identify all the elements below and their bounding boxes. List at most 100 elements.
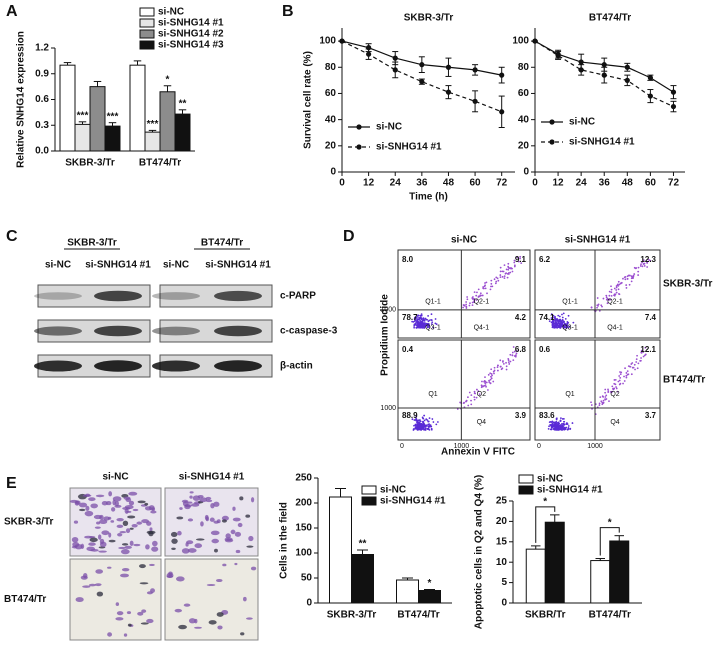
event-dot: [640, 357, 642, 359]
event-dot: [469, 302, 471, 305]
event-dot: [412, 320, 415, 323]
gate-label: Q1-1: [425, 299, 441, 306]
cell: [240, 632, 245, 636]
event-dot: [630, 277, 633, 280]
event-dot: [555, 424, 558, 427]
event-dot: [642, 355, 645, 358]
error-bar: [614, 535, 624, 541]
event-dot: [552, 325, 555, 328]
cell: [95, 494, 105, 498]
quadrant-value: 0.6: [539, 345, 551, 354]
event-dot: [431, 321, 434, 324]
event-dot: [598, 309, 601, 312]
cell: [99, 541, 107, 548]
cell: [94, 583, 102, 587]
cell: [108, 532, 112, 538]
significance-label: *: [543, 497, 547, 508]
column-header: si-SNHG14 #1: [565, 235, 631, 246]
x-tick-label: BT474/Tr: [589, 610, 631, 621]
event-dot: [426, 326, 429, 329]
x-tick-label: SKBR/Tr: [525, 610, 566, 621]
cell: [126, 611, 132, 615]
column-header: si-NC: [451, 235, 477, 246]
cell: [88, 583, 97, 587]
event-dot: [427, 320, 430, 323]
event-dot: [475, 294, 478, 297]
event-dot: [427, 315, 430, 317]
significance-bracket: [535, 506, 556, 543]
event-dot: [484, 382, 487, 385]
cell: [84, 510, 94, 517]
cell: [215, 578, 223, 583]
cell: [213, 520, 219, 524]
event-dot: [423, 323, 426, 326]
event-dot: [625, 287, 628, 289]
cell: [181, 548, 190, 554]
legend-label: si-SNHG14 #1: [380, 496, 446, 507]
cell: [221, 519, 227, 523]
event-dot: [563, 420, 566, 423]
event-dot: [553, 427, 556, 430]
event-dot: [489, 382, 492, 385]
event-dot: [499, 270, 502, 273]
event-dot: [548, 421, 551, 424]
event-dot: [462, 402, 465, 405]
event-dot: [615, 387, 618, 390]
event-dot: [435, 323, 438, 326]
error-bar: [402, 577, 413, 580]
cell: [150, 510, 157, 514]
column-header: si-NC: [102, 472, 128, 483]
event-dot: [554, 318, 557, 320]
event-dot: [614, 293, 617, 296]
event-dot: [617, 280, 620, 283]
legend-swatch: [139, 18, 155, 28]
event-dot: [605, 298, 608, 301]
cell: [177, 530, 182, 536]
event-dot: [424, 424, 427, 427]
point: [445, 89, 452, 95]
event-dot: [426, 419, 429, 422]
event-dot: [484, 282, 486, 284]
event-dot: [590, 404, 593, 406]
y-tick-label: 100: [295, 548, 312, 559]
cell: [184, 504, 191, 510]
event-dot: [559, 424, 562, 427]
cell: [107, 632, 113, 637]
y-tick-label: 25: [496, 496, 508, 507]
event-dot: [513, 264, 516, 267]
event-dot: [430, 319, 433, 322]
event-dot: [476, 388, 478, 391]
event-dot: [430, 425, 433, 428]
cell: [121, 543, 129, 546]
point: [472, 98, 478, 104]
x-tick-label: 24: [576, 178, 588, 189]
event-dot: [634, 368, 636, 371]
cell: [124, 508, 129, 514]
event-dot: [601, 305, 603, 308]
cell: [170, 531, 178, 538]
cell: [248, 535, 254, 542]
event-dot: [630, 363, 633, 365]
x-tick-label: SKBR-3/Tr: [65, 158, 115, 169]
panel-label: E: [6, 475, 17, 492]
event-dot: [497, 369, 499, 372]
cell: [146, 618, 154, 624]
significance-bracket: [599, 527, 620, 556]
event-dot: [630, 373, 633, 376]
cell: [171, 538, 178, 544]
x-tick-label: 0: [339, 178, 345, 189]
event-dot: [513, 261, 516, 264]
event-dot: [475, 299, 478, 301]
event-dot: [517, 260, 520, 263]
cell: [74, 500, 80, 506]
row-label: SKBR-3/Tr: [4, 517, 54, 528]
event-dot: [471, 304, 474, 307]
event-dot: [484, 380, 487, 383]
cell: [206, 583, 216, 586]
cell: [213, 501, 220, 507]
event-dot: [421, 320, 424, 323]
panel-label: C: [6, 228, 18, 245]
legend-label: si-SNHG14 #2: [158, 29, 224, 40]
event-dot: [512, 359, 515, 362]
